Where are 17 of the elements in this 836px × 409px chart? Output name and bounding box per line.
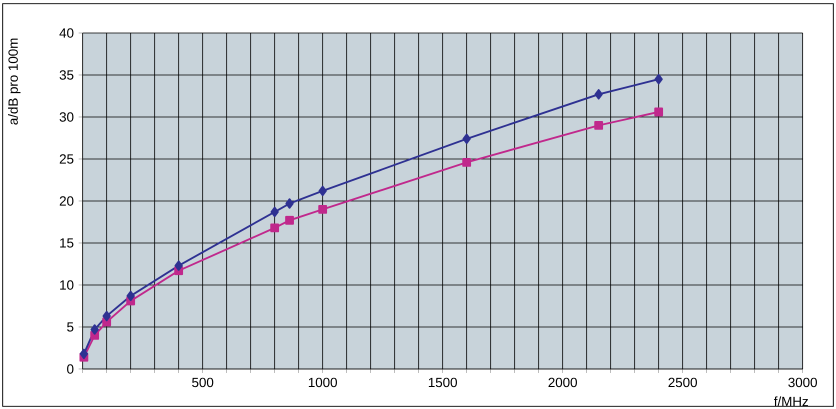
x-tick-label: 2500 — [668, 378, 697, 388]
x-tick-label: 3000 — [788, 378, 817, 388]
y-axis-title: a/dB pro 100m — [8, 38, 20, 125]
y-tick-label: 35 — [60, 70, 74, 80]
y-tick-label: 25 — [60, 154, 74, 164]
y-tick-label: 15 — [60, 238, 74, 248]
x-tick-label: 1500 — [428, 378, 457, 388]
x-axis-title: f/MHz — [774, 396, 808, 406]
y-tick-label: 0 — [67, 364, 74, 374]
y-tick-label: 30 — [60, 112, 74, 122]
x-tick-label: 1000 — [308, 378, 337, 388]
y-tick-label: 40 — [59, 28, 74, 38]
y-tick-label: 5 — [67, 322, 74, 332]
x-tick-label: 500 — [192, 378, 214, 388]
y-tick-label: 10 — [60, 280, 74, 290]
x-tick-label: 2000 — [548, 378, 577, 388]
y-tick-label: 20 — [60, 196, 74, 206]
